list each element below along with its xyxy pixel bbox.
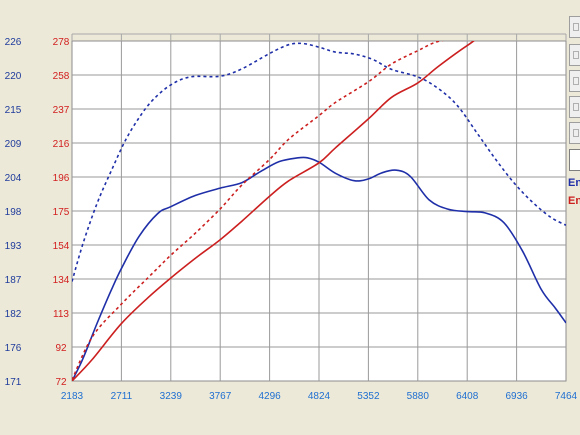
y-tick-label-blue: 215	[5, 105, 22, 116]
y-tick-label-red: 237	[53, 105, 70, 116]
y-tick-label-red: 196	[53, 173, 70, 184]
y-tick-label-red: 92	[55, 343, 67, 354]
y-tick-label-blue: 198	[5, 207, 22, 218]
series-line-blue-dashed	[72, 42, 566, 282]
y-tick-label-blue: 176	[5, 343, 22, 354]
x-tick-label: 6936	[505, 391, 528, 402]
y-tick-label-red: 258	[53, 71, 70, 82]
side-input-field[interactable]	[569, 149, 580, 171]
series-lines	[72, 41, 566, 381]
y-tick-label-red: 134	[53, 275, 70, 286]
toolbar-button-3[interactable]	[569, 70, 580, 92]
y-tick-label-red: 113	[53, 309, 69, 320]
window-icon	[573, 23, 579, 31]
legend-red-label: En	[568, 195, 580, 207]
y-tick-label-red: 72	[55, 377, 67, 388]
x-tick-label: 7464	[555, 391, 578, 402]
y-tick-label-blue: 171	[5, 377, 22, 388]
y-tick-label-red: 175	[53, 207, 70, 218]
toolbar-button-1[interactable]	[569, 16, 580, 38]
x-tick-label: 3239	[160, 391, 183, 402]
y-tick-label-blue: 182	[5, 309, 22, 320]
y-tick-label-blue: 220	[5, 71, 22, 82]
y-tick-label-blue: 193	[5, 241, 22, 252]
x-tick-label: 4824	[308, 391, 331, 402]
x-tick-label: 6408	[456, 391, 479, 402]
y-tick-label-blue: 187	[5, 275, 22, 286]
x-tick-label: 4296	[258, 391, 281, 402]
series-line-red-dashed	[72, 41, 445, 381]
y-tick-label-red: 216	[53, 139, 70, 150]
x-tick-label: 3767	[209, 391, 232, 402]
series-line-red-solid	[72, 41, 475, 381]
y-tick-label-blue: 209	[5, 139, 22, 150]
window-icon	[573, 77, 579, 85]
y-tick-label-blue: 226	[5, 37, 22, 48]
x-tick-label: 5352	[357, 391, 380, 402]
toolbar-button-2[interactable]	[569, 44, 580, 66]
y-tick-label-red: 154	[53, 241, 70, 252]
x-tick-label: 2183	[61, 391, 84, 402]
toolbar-button-4[interactable]	[569, 96, 580, 118]
window-icon	[573, 51, 579, 59]
x-tick-label: 2711	[111, 391, 133, 402]
window-icon	[573, 129, 579, 137]
y-tick-label-red: 278	[53, 37, 70, 48]
axis-ticks: 2183 2711 3239 3767 4296 4824 5352 5880 6408 6936…	[5, 37, 578, 402]
x-tick-label: 5880	[407, 391, 430, 402]
toolbar-button-5[interactable]	[569, 122, 580, 144]
legend-blue-label: En	[568, 177, 580, 189]
y-tick-label-blue: 204	[5, 173, 22, 184]
window-icon	[573, 103, 579, 111]
